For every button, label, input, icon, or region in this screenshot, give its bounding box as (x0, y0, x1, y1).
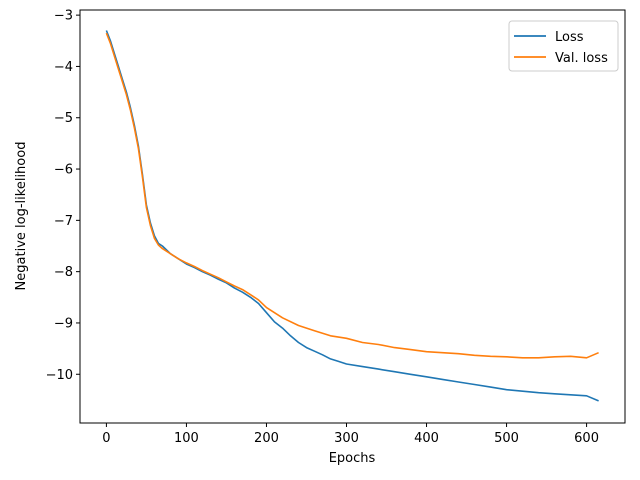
y-tick-label: −4 (54, 60, 73, 75)
series-layer (105, 30, 599, 402)
y-tick-label: −10 (46, 368, 73, 383)
x-tick-label: 500 (494, 431, 519, 446)
y-tick-label: −3 (54, 9, 73, 24)
series-line-val-loss (105, 32, 599, 359)
y-tick-label: −6 (54, 163, 73, 178)
y-tick-label: −9 (54, 316, 73, 331)
x-tick-label: 300 (334, 431, 359, 446)
legend-label-val-loss: Val. loss (555, 51, 608, 66)
legend: Loss Val. loss (508, 20, 619, 72)
x-tick-label: 400 (414, 431, 439, 446)
y-tick-label: −5 (54, 111, 73, 126)
legend-label-loss: Loss (555, 30, 584, 45)
x-axis-label: Epochs (329, 451, 376, 466)
y-axis-label: Negative log-likelihood (14, 142, 29, 291)
plot-area (80, 10, 625, 423)
x-tick-label: 0 (102, 431, 110, 446)
ticks-layer: 0 100 200 300 400 500 600 −10 −9 −8 −7 −6 −5 −4 −3 (46, 9, 599, 446)
legend-box (508, 20, 619, 72)
y-tick-label: −7 (54, 214, 73, 229)
x-tick-label: 200 (254, 431, 279, 446)
plot-frame (79, 9, 626, 424)
y-tick-label: −8 (54, 265, 73, 280)
x-tick-label: 600 (574, 431, 599, 446)
x-tick-label: 100 (174, 431, 199, 446)
